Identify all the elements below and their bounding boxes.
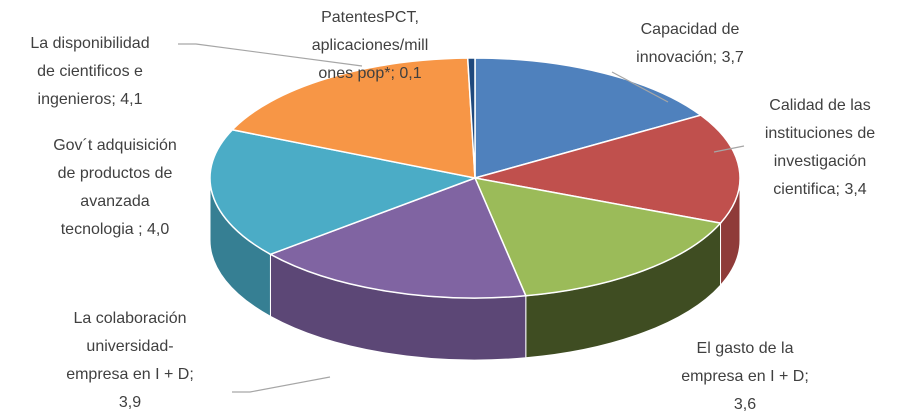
leader-line [713, 145, 745, 153]
data-label: PatentesPCT, [321, 9, 419, 26]
slice [474, 114, 741, 224]
data-label: de cientificos e [37, 63, 143, 80]
data-label: ingenieros; 4,1 [38, 91, 143, 108]
leader-line [178, 43, 363, 67]
slice [473, 177, 722, 297]
data-label: 3,9 [119, 394, 141, 411]
data-label: innovación; 3,7 [636, 49, 744, 66]
slice [230, 57, 476, 179]
leader-line [611, 71, 669, 103]
data-label: La colaboración [74, 310, 187, 327]
data-label: aplicaciones/mill [312, 37, 429, 54]
slice [209, 128, 478, 256]
data-label: ones pop*; 0,1 [318, 65, 421, 82]
data-label: universidad- [86, 338, 173, 355]
data-label: avanzada [80, 193, 149, 210]
leader-line [232, 376, 331, 393]
data-label: de productos de [58, 165, 173, 182]
data-label: tecnologia ; 4,0 [61, 221, 170, 238]
data-label: empresa en I + D; [66, 366, 194, 383]
data-label: Gov´t adquisición [53, 137, 177, 154]
data-label: Capacidad de [641, 21, 740, 38]
data-label: investigación [774, 153, 867, 170]
data-label: La disponibilidad [30, 35, 149, 52]
slice [474, 57, 703, 179]
data-label: empresa en I + D; [681, 368, 809, 385]
slice [466, 57, 476, 179]
data-label: instituciones de [765, 125, 875, 142]
data-label: El gasto de la [697, 340, 794, 357]
slice [268, 177, 527, 299]
data-label: cientifica; 3,4 [773, 181, 866, 198]
data-label: 3,6 [734, 396, 756, 413]
data-label: Calidad de las [769, 97, 870, 114]
